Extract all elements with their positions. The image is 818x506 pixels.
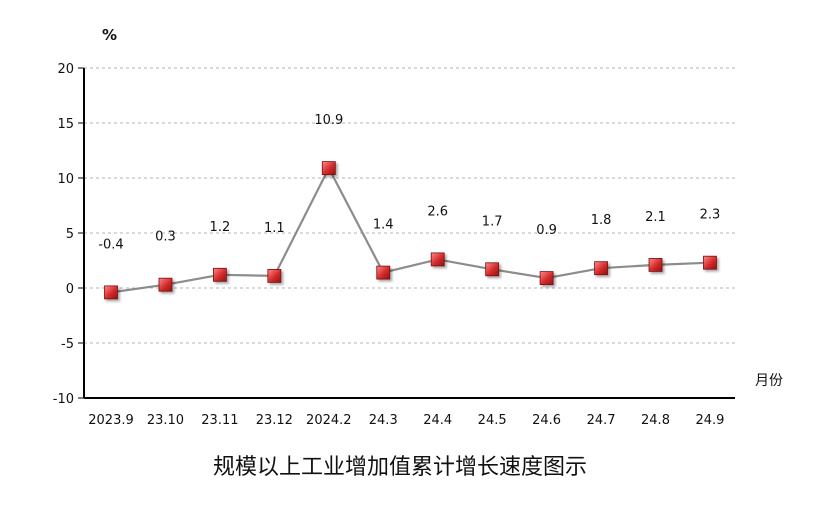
series-line [110, 167, 710, 294]
data-label: 10.9 [314, 113, 343, 128]
data-point-marker [104, 285, 118, 300]
data-point-marker [485, 262, 500, 277]
series-line-path [110, 167, 710, 294]
data-point-marker [321, 161, 336, 176]
data-point-marker [376, 265, 391, 280]
data-point-marker [703, 255, 717, 270]
y-tick-label: 10 [57, 172, 74, 187]
data-point-marker [648, 257, 663, 272]
x-tick-label: 24.4 [423, 413, 452, 428]
data-label: 0.9 [536, 223, 557, 238]
data-labels: -0.4 0.3 1.2 1.1 10.9 1.4 2.6 1.7 0.9 1.8 2.1 2.3 [98, 113, 720, 252]
data-label: 1.7 [482, 214, 503, 229]
x-tick-label: 2024.2 [306, 413, 352, 428]
data-point-marker [212, 267, 227, 282]
y-tick-label: 20 [57, 62, 74, 77]
data-label: 2.3 [700, 208, 721, 223]
data-label: 2.1 [645, 210, 666, 225]
data-label: -0.4 [98, 237, 123, 252]
y-tick-label: 15 [57, 117, 74, 132]
y-tick-label: 0 [66, 282, 74, 297]
data-label: 0.3 [155, 230, 176, 245]
x-tick-label: 23.11 [201, 413, 238, 428]
x-tick-label: 23.12 [256, 413, 293, 428]
y-axis-unit: % [102, 26, 117, 44]
data-point-marker [267, 268, 282, 283]
x-tick-label: 2023.9 [88, 413, 134, 428]
x-tick-label: 24.9 [695, 413, 724, 428]
x-tick-label: 24.6 [532, 413, 561, 428]
y-tick-label: -10 [53, 392, 74, 407]
y-ticks: 20 15 10 5 0 -5 -10 [53, 62, 84, 407]
chart-title: 规模以上工业增加值累计增长速度图示 [213, 455, 587, 480]
data-label: 2.6 [427, 204, 448, 219]
data-label: 1.8 [591, 213, 612, 228]
x-tick-label: 24.5 [478, 413, 507, 428]
data-point-marker [158, 277, 173, 292]
x-tick-label: 23.10 [147, 413, 184, 428]
data-label: 1.4 [373, 218, 394, 233]
x-tick-label: 24.7 [587, 413, 616, 428]
axes [83, 68, 735, 399]
x-tick-label: 24.8 [641, 413, 670, 428]
x-ticks: 2023.9 23.10 23.11 23.12 2024.2 24.3 24.4 24.5 2… [88, 413, 724, 428]
data-point-marker [539, 271, 554, 286]
data-point-marker [594, 261, 608, 276]
x-tick-label: 24.3 [369, 413, 398, 428]
x-axis-unit: 月份 [755, 373, 783, 389]
gridlines [84, 67, 735, 344]
data-label: 1.2 [210, 220, 231, 235]
y-tick-label: -5 [61, 337, 74, 352]
series-markers [104, 161, 717, 300]
data-point-marker [430, 252, 445, 267]
y-tick-label: 5 [66, 227, 74, 242]
data-label: 1.1 [264, 221, 285, 236]
